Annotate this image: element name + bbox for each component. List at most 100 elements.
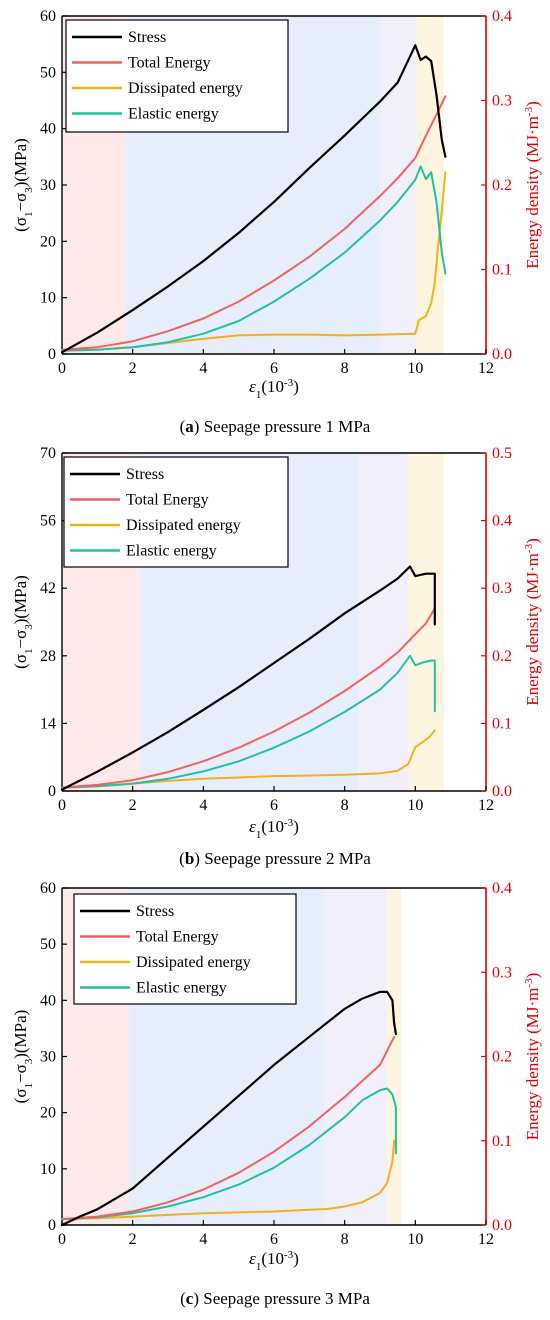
series-line-total-energy	[61, 607, 436, 789]
y-tick-label: 70	[40, 445, 56, 462]
y2-tick-label: 0.3	[492, 580, 512, 597]
legend: Stress Total Energy Dissipated energy Elast…	[65, 19, 289, 133]
y-tick-label: 14	[40, 715, 56, 732]
legend-label: Stress	[128, 29, 166, 46]
stage-zone	[387, 888, 402, 1225]
chart-panel-b: 0 2 4 6 8 10 12 0 14 28 42 56 70 0.0 0.1 0.2 0.3 0.4 0.5 (σ…	[11, 445, 542, 868]
legend-label: Elastic energy	[136, 980, 227, 997]
legend-label: Total Energy	[126, 492, 209, 509]
y-tick-label: 10	[40, 1161, 56, 1178]
y-tick-label: 0	[48, 783, 56, 800]
x-tick-label: 2	[129, 797, 137, 814]
y-tick-label: 56	[40, 513, 56, 530]
x-tick-label: 10	[407, 360, 423, 377]
x-tick-label: 6	[270, 1231, 278, 1248]
legend-label: Dissipated energy	[128, 80, 243, 97]
x-tick-label: 12	[478, 360, 494, 377]
stage-zone	[323, 888, 388, 1225]
x-tick-label: 6	[270, 360, 278, 377]
legend-label: Dissipated energy	[126, 517, 241, 534]
x-tick-label: 8	[341, 797, 349, 814]
x-axis-title: ε1(10-3)	[249, 377, 299, 401]
x-tick-label: 0	[58, 797, 66, 814]
figure-caption: (c) Seepage pressure 3 MPa	[180, 1289, 370, 1308]
legend-label: Total Energy	[136, 929, 219, 946]
y2-axis-title: Energy density (MJ·m-3)	[523, 101, 542, 269]
stage-zone	[380, 16, 416, 354]
y-tick-label: 0	[48, 346, 56, 363]
y2-tick-label: 0.2	[492, 648, 512, 665]
y2-tick-label: 0.5	[492, 445, 512, 462]
stage-zone	[415, 16, 444, 354]
legend: Stress Total Energy Dissipated energy Elast…	[63, 456, 289, 568]
y-tick-label: 30	[40, 1049, 56, 1066]
y-tick-label: 20	[40, 1105, 56, 1122]
x-tick-label: 0	[58, 1231, 66, 1248]
chart-panel-c: 0 2 4 6 8 10 12 0 10 20 30 40 50 60 0.0 0.1 0.2 0.3 0.4 (σ1…	[11, 880, 542, 1308]
y-tick-label: 40	[40, 992, 56, 1009]
y-tick-label: 40	[40, 121, 56, 138]
series-line-elastic-energy	[61, 165, 447, 352]
y-tick-label: 60	[40, 880, 56, 897]
legend-label: Elastic energy	[126, 543, 217, 560]
x-tick-label: 2	[129, 360, 137, 377]
y2-tick-label: 0.1	[492, 1133, 512, 1150]
x-tick-label: 0	[58, 360, 66, 377]
y2-tick-label: 0.1	[492, 715, 512, 732]
x-tick-label: 12	[478, 1231, 494, 1248]
x-tick-label: 4	[199, 1231, 207, 1248]
y2-tick-label: 0.3	[492, 964, 512, 981]
legend-box	[73, 893, 297, 1005]
y-axis-title: (σ1−σ3)(MPa)	[11, 1010, 35, 1104]
y2-tick-label: 0.0	[492, 783, 512, 800]
y2-tick-label: 0.4	[492, 880, 512, 897]
x-tick-label: 2	[129, 1231, 137, 1248]
chart-panel-a: 0 2 4 6 8 10 12 0 10 20 30 40 50 60 0.0 0.1 0.2 0.3 0.4 (σ1…	[11, 8, 542, 436]
series-line-stress	[60, 565, 436, 791]
y2-tick-label: 0.4	[492, 8, 512, 25]
series-line-stress	[60, 990, 397, 1227]
x-tick-label: 12	[478, 797, 494, 814]
series-line-elastic-energy	[61, 1087, 397, 1221]
y-tick-label: 42	[40, 580, 56, 597]
y2-tick-label: 0.1	[492, 262, 512, 279]
y-tick-label: 50	[40, 64, 56, 81]
y2-tick-label: 0.4	[492, 513, 512, 530]
legend-label: Elastic energy	[128, 106, 219, 123]
x-tick-label: 6	[270, 797, 278, 814]
y2-tick-label: 0.3	[492, 93, 512, 110]
figure-caption: (a) Seepage pressure 1 MPa	[180, 417, 371, 436]
x-tick-label: 8	[341, 360, 349, 377]
x-tick-label: 4	[199, 797, 207, 814]
y2-tick-label: 0.2	[492, 177, 512, 194]
x-tick-label: 10	[407, 797, 423, 814]
y-tick-label: 28	[40, 648, 56, 665]
legend-box	[63, 456, 289, 568]
y2-tick-label: 0.0	[492, 346, 512, 363]
series-line-total-energy	[61, 1036, 396, 1221]
stage-zone	[358, 453, 409, 791]
y2-tick-label: 0.0	[492, 1217, 512, 1234]
y-tick-label: 0	[48, 1217, 56, 1234]
series-line-elastic-energy	[61, 654, 436, 789]
series-line-dissipated-energy	[61, 1139, 396, 1221]
y-axis-title: (σ1−σ3)(MPa)	[11, 575, 35, 669]
y-tick-label: 10	[40, 290, 56, 307]
legend-label: Dissipated energy	[136, 954, 251, 971]
x-axis-title: ε1(10-3)	[249, 817, 299, 841]
figure-caption: (b) Seepage pressure 2 MPa	[179, 849, 371, 868]
legend: Stress Total Energy Dissipated energy Elast…	[73, 893, 297, 1005]
x-tick-label: 4	[199, 360, 207, 377]
y-tick-label: 20	[40, 233, 56, 250]
y2-axis-title: Energy density (MJ·m-3)	[523, 973, 542, 1141]
y2-axis-title: Energy density (MJ·m-3)	[523, 538, 542, 706]
series-line-total-energy	[61, 95, 447, 351]
x-axis-title: ε1(10-3)	[249, 1249, 299, 1273]
y-axis-title: (σ1−σ3)(MPa)	[11, 138, 35, 232]
legend-label: Stress	[126, 466, 164, 483]
legend-label: Total Energy	[128, 55, 211, 72]
x-tick-label: 10	[407, 1231, 423, 1248]
series-line-dissipated-energy	[61, 729, 436, 789]
y2-tick-label: 0.2	[492, 1049, 512, 1066]
